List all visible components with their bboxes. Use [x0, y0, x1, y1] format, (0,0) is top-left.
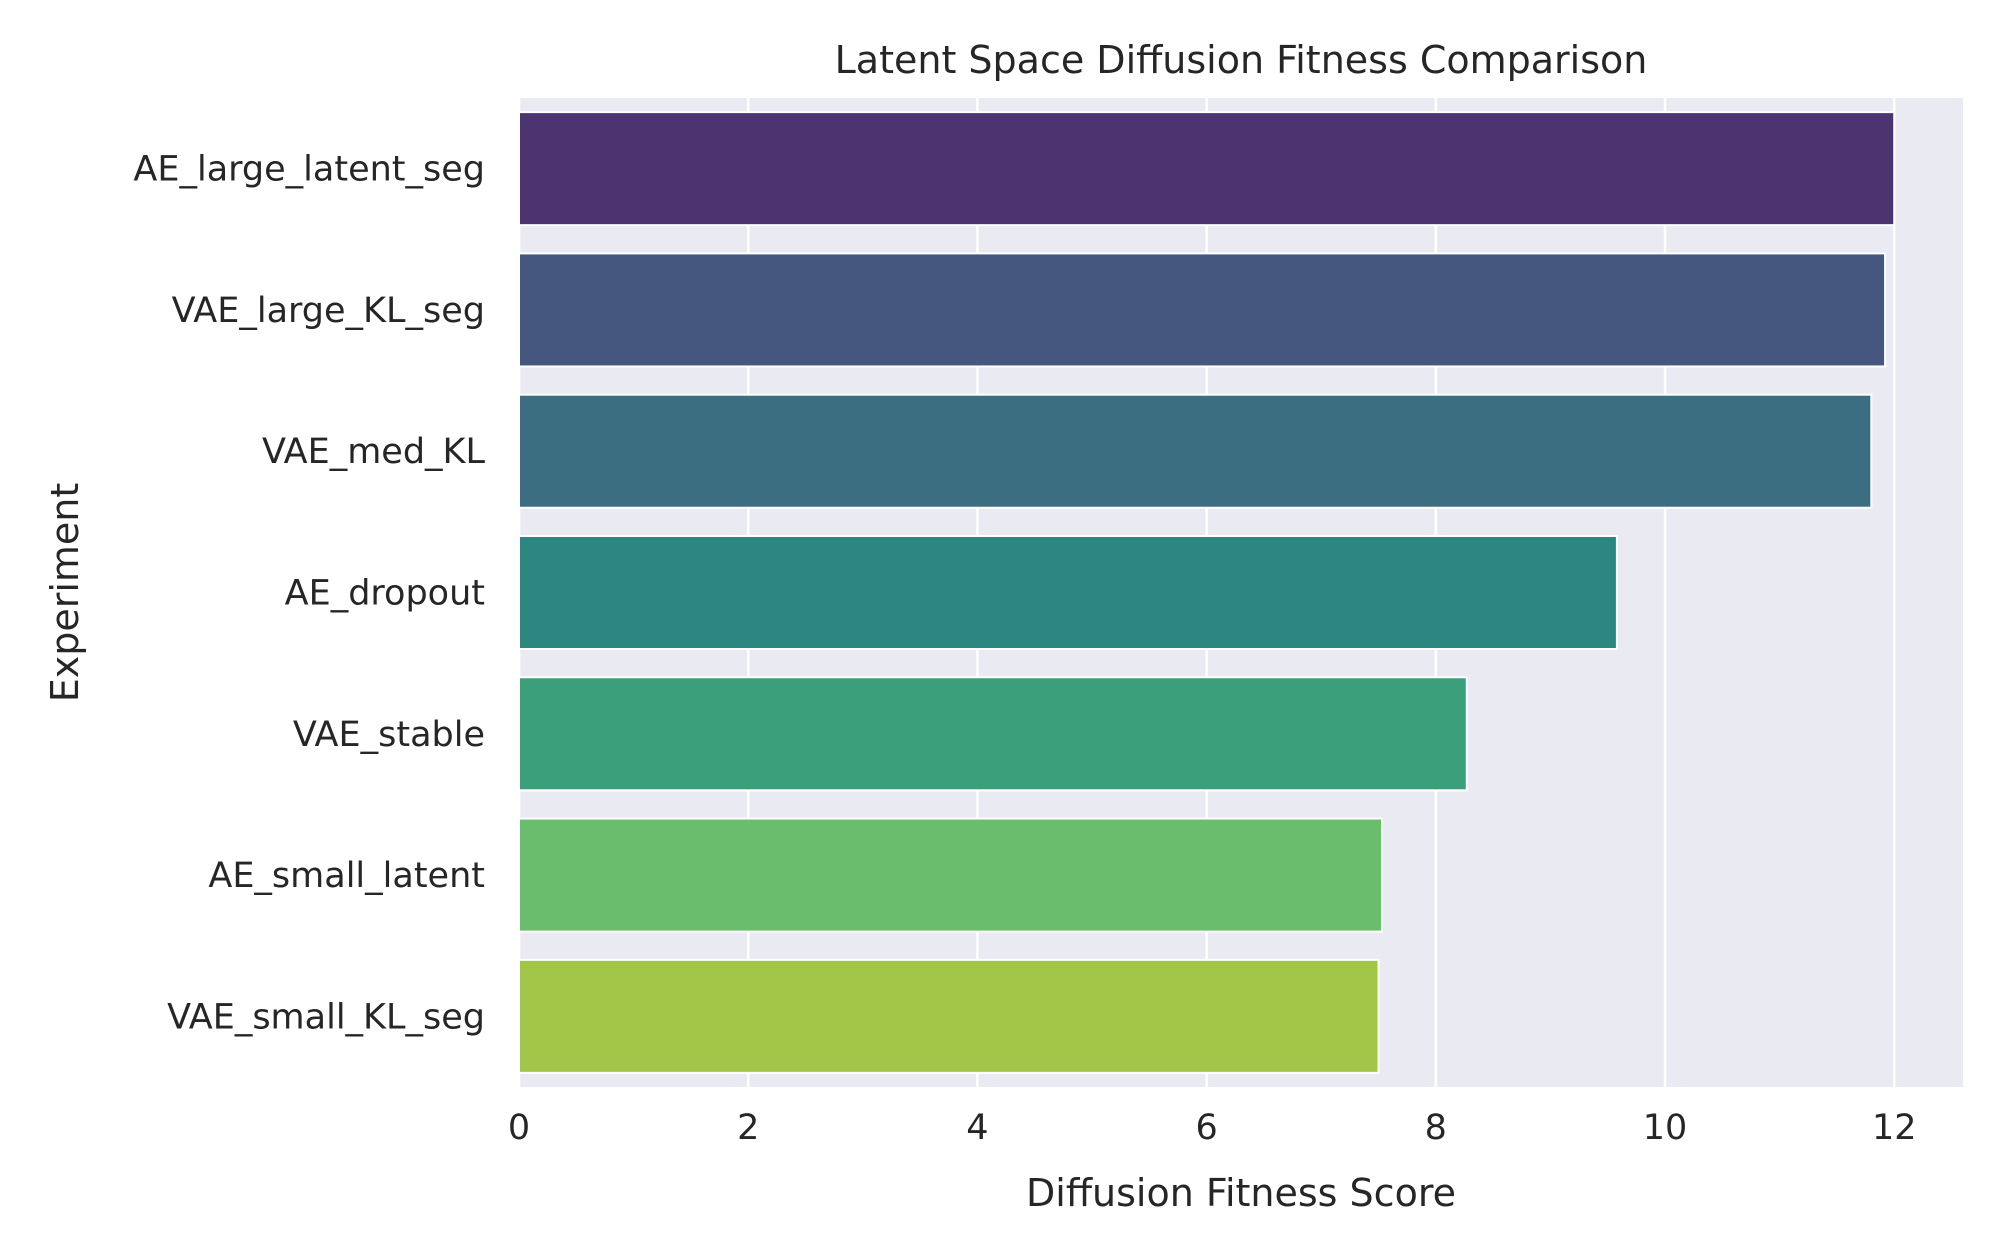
x-axis-label: Diffusion Fitness Score	[1026, 1171, 1456, 1215]
category-label: VAE_med_KL	[262, 432, 486, 472]
category-labels: AE_large_latent_seg VAE_large_KL_seg VAE_m…	[133, 150, 485, 1038]
x-tick-label: 8	[1425, 1108, 1447, 1148]
bar-VAE_large_KL_seg	[518, 252, 1887, 368]
x-tick-label: 0	[508, 1108, 530, 1148]
x-tick-label: 12	[1872, 1108, 1917, 1148]
category-label: VAE_large_KL_seg	[172, 291, 485, 331]
chart-title: Latent Space Diffusion Fitness Compariso…	[835, 38, 1648, 82]
category-label: AE_dropout	[285, 574, 485, 614]
bar-AE_dropout	[518, 534, 1618, 651]
x-tick-labels: 0 2 4 6 8 10 12	[508, 1108, 1917, 1148]
bar-AE_small_latent	[518, 817, 1383, 933]
bar-VAE_stable	[518, 676, 1468, 792]
x-tick-label: 10	[1643, 1108, 1688, 1148]
category-label: AE_large_latent_seg	[133, 150, 485, 190]
category-label: VAE_stable	[293, 715, 485, 755]
bar-VAE_med_KL	[518, 393, 1873, 509]
bars	[518, 111, 1896, 1074]
bar-VAE_small_KL_seg	[518, 958, 1380, 1074]
y-axis-label: Experiment	[43, 483, 87, 703]
x-tick-label: 6	[1195, 1108, 1217, 1148]
category-label: AE_small_latent	[208, 856, 485, 896]
x-tick-label: 4	[966, 1108, 988, 1148]
bar-AE_large_latent_seg	[518, 111, 1896, 227]
category-label: VAE_small_KL_seg	[167, 997, 485, 1037]
x-tick-label: 2	[737, 1108, 759, 1148]
